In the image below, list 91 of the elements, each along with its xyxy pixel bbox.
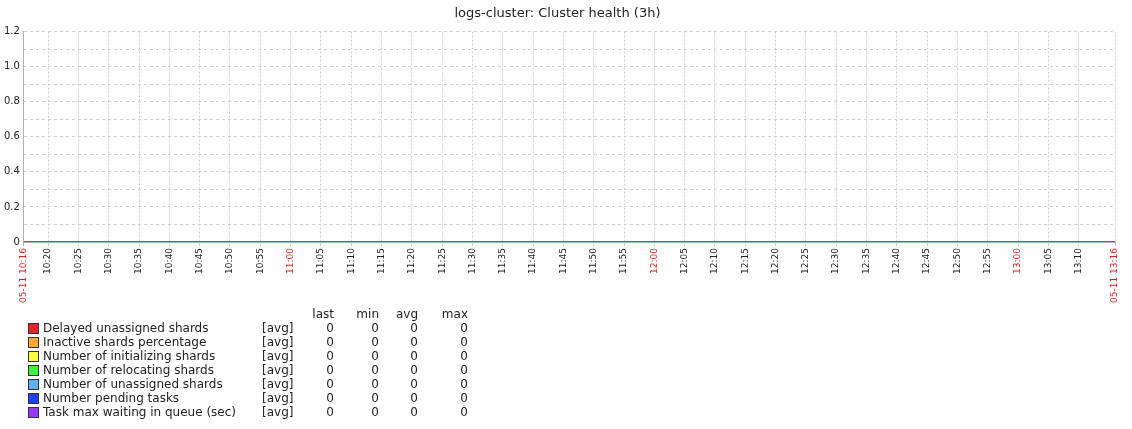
text: [avg] [262, 377, 294, 391]
x-tick-label: 12:45 [921, 248, 932, 274]
text: last [311, 307, 334, 321]
x-tick-label: 12:25 [800, 248, 811, 274]
x-tick-label: 10:40 [163, 247, 174, 274]
text: [avg] [262, 335, 294, 349]
text: 0 [409, 405, 418, 419]
text: 0 [409, 363, 418, 377]
x-tick-label: 12:55 [982, 248, 993, 274]
text: [avg] [262, 405, 294, 419]
x-tick-label: 12:40 [891, 247, 902, 274]
x-tick-label: 12:05 [678, 248, 689, 274]
y-tick-label: 0.4 [4, 165, 20, 177]
text: 0 [409, 377, 418, 391]
y-tick-label: 0.6 [4, 130, 20, 142]
x-tick-label: 10:35 [133, 248, 144, 274]
legend-label: Inactive shards percentage [43, 335, 207, 349]
text: 0 [370, 377, 379, 391]
text: 0 [370, 363, 379, 377]
x-tick-label: 13:05 [1042, 248, 1053, 274]
text: min [355, 307, 379, 321]
text: 0 [459, 377, 468, 391]
x-tick-label: 12:30 [830, 247, 841, 274]
chart-title: logs-cluster: Cluster health (3h) [454, 5, 661, 21]
x-tick-label: 11:45 [557, 248, 568, 274]
x-tick-label: 11:15 [375, 248, 386, 274]
legend-label: Number of unassigned shards [43, 377, 223, 391]
legend-label: Delayed unassigned shards [43, 321, 209, 335]
text: 0 [370, 405, 379, 419]
text: avg [394, 307, 418, 321]
x-tick-label: 11:30 [466, 247, 477, 274]
text: 0 [409, 349, 418, 363]
x-tick-label: 11:10 [345, 247, 356, 274]
y-tick-label: 1.2 [4, 25, 20, 37]
text: [avg] [262, 321, 294, 335]
x-tick-label: 10:45 [194, 248, 205, 274]
x-tick-label: 10:20 [42, 247, 53, 274]
text: 0 [370, 391, 379, 405]
text: 0 [459, 363, 468, 377]
x-tick-label: 10:30 [103, 247, 114, 274]
x-tick-label: 12:10 [709, 247, 720, 274]
x-tick-label: 11:25 [436, 248, 447, 274]
text: 0 [459, 405, 468, 419]
y-tick-label: 0.8 [4, 95, 20, 107]
text: 0 [325, 377, 334, 391]
text: 0 [409, 335, 418, 349]
x-tick-label: 05-11 13:16 [1109, 247, 1120, 303]
text: 0 [325, 405, 334, 419]
text: 0 [325, 321, 334, 335]
text: max [440, 307, 468, 321]
x-tick-label: 11:05 [315, 248, 326, 274]
text: 0 [459, 321, 468, 335]
legend-label: Task max waiting in queue (sec) [43, 405, 237, 419]
y-tick-label: 0.2 [4, 200, 20, 212]
x-tick-label: 11:55 [618, 248, 629, 274]
text: 0 [409, 391, 418, 405]
text: [avg] [262, 391, 294, 405]
text: 0 [325, 349, 334, 363]
text: 0 [370, 321, 379, 335]
x-tick-label: 13:00 [1012, 247, 1023, 274]
x-tick-label: 10:55 [254, 248, 265, 274]
legend-label: Number of relocating shards [43, 363, 214, 377]
x-tick-label: 12:00 [648, 247, 659, 274]
x-tick-label: 12:35 [860, 248, 871, 274]
x-tick-label: 11:00 [284, 247, 295, 274]
text: 0 [325, 391, 334, 405]
text: [avg] [262, 363, 294, 377]
text: 0 [459, 391, 468, 405]
text: 0 [459, 349, 468, 363]
text: 0 [409, 321, 418, 335]
text: [avg] [262, 349, 294, 363]
y-tick-label: 1.0 [4, 60, 20, 72]
text: 0 [370, 335, 379, 349]
y-tick-label: 0 [13, 235, 20, 247]
x-tick-label: 11:50 [588, 247, 599, 274]
x-tick-label: 11:35 [497, 248, 508, 274]
x-tick-label: 05-11 10:16 [18, 247, 29, 303]
text: 0 [370, 349, 379, 363]
x-tick-label: 12:15 [739, 248, 750, 274]
x-tick-label: 13:10 [1072, 247, 1083, 274]
text: 0 [325, 363, 334, 377]
legend-label: Number pending tasks [43, 391, 180, 405]
x-tick-label: 11:40 [527, 247, 538, 274]
legend-label: Number of initializing shards [43, 349, 216, 363]
x-tick-label: 10:50 [224, 247, 235, 274]
x-tick-label: 12:20 [769, 247, 780, 274]
x-tick-label: 11:20 [406, 247, 417, 274]
text: 0 [459, 335, 468, 349]
x-tick-label: 12:50 [951, 247, 962, 274]
x-tick-label: 10:25 [72, 248, 83, 274]
text: 0 [325, 335, 334, 349]
